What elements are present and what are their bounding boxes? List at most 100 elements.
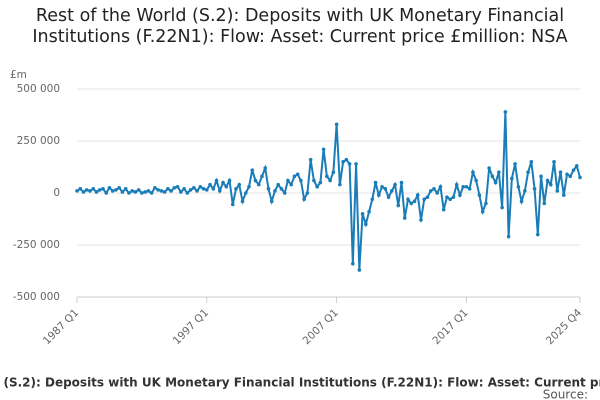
data-point [146,189,151,193]
data-point [360,212,365,216]
data-point [490,174,495,179]
data-point [260,174,264,179]
data-point [367,209,371,214]
data-point [383,187,388,191]
y-axis-label: £m [10,69,27,81]
data-point [315,184,319,189]
data-point [286,178,290,183]
data-point [412,199,417,204]
data-point [101,187,105,191]
data-point [331,170,336,174]
data-point [78,187,83,191]
data-point [422,197,427,202]
data-point [510,176,514,181]
data-point [263,166,268,170]
data-point [308,157,313,162]
data-point [179,190,183,194]
y-tick-label: 500 000 [17,83,60,95]
data-point [380,184,384,189]
data-point [409,201,414,206]
data-point [133,190,138,194]
data-point [351,261,355,266]
data-point [195,189,199,193]
data-point [558,170,563,174]
x-tick-label: 1987 Q1 [41,307,81,347]
data-point [159,189,164,193]
data-point [432,187,436,191]
data-point [523,189,527,193]
data-point [464,184,469,189]
data-point [548,182,553,187]
data-point [88,189,92,193]
data-point [266,187,271,191]
data-point [104,191,109,195]
data-point [256,182,261,187]
data-point [428,189,433,193]
data-point [250,168,255,172]
data-point [435,191,440,195]
data-point [503,110,508,114]
data-point [389,189,394,193]
y-tick-label: 0 [53,187,60,199]
data-point [578,175,582,180]
data-point [234,187,238,191]
data-point [480,209,485,214]
data-point [506,234,511,239]
data-point [217,189,222,193]
data-point [402,216,407,220]
data-point [396,203,401,208]
data-point [399,180,404,185]
data-point [299,178,303,183]
data-point [149,191,154,195]
x-tick-label: 1997 Q1 [171,307,211,347]
data-point [461,184,465,189]
data-point [438,184,443,189]
data-point [474,178,478,183]
data-point [292,174,297,179]
data-point [269,199,274,204]
data-point [370,197,375,202]
data-point [114,188,118,192]
data-point [123,187,128,191]
data-point [162,190,167,194]
data-point [282,191,287,195]
series-line [76,111,581,271]
data-point [230,202,235,207]
data-point [305,191,310,195]
data-point [516,184,521,189]
data-point [169,189,173,193]
data-point [321,147,326,152]
data-point [393,182,397,187]
data-point [94,190,99,194]
data-point [156,188,160,192]
data-point [279,187,284,191]
data-point [458,193,462,197]
data-point [107,186,112,190]
data-point [253,178,258,183]
data-point [406,197,410,202]
data-point [130,189,134,193]
data-point [243,191,248,195]
data-point [224,184,229,189]
data-point [526,170,530,174]
data-point [240,199,245,204]
x-tick-label: 2017 Q1 [430,307,470,347]
data-point [377,193,381,197]
data-point [419,218,423,222]
data-point [347,162,352,166]
data-point [561,193,566,197]
data-point [273,189,277,193]
data-point [110,189,115,193]
data-point [471,170,475,174]
data-point [555,189,560,193]
data-point [334,122,339,127]
data-point [328,178,332,183]
data-point [75,189,79,193]
data-point [354,162,358,166]
data-point [325,174,329,179]
data-point [500,205,504,210]
data-point [237,182,242,187]
data-point [451,195,456,199]
data-point [364,222,368,226]
